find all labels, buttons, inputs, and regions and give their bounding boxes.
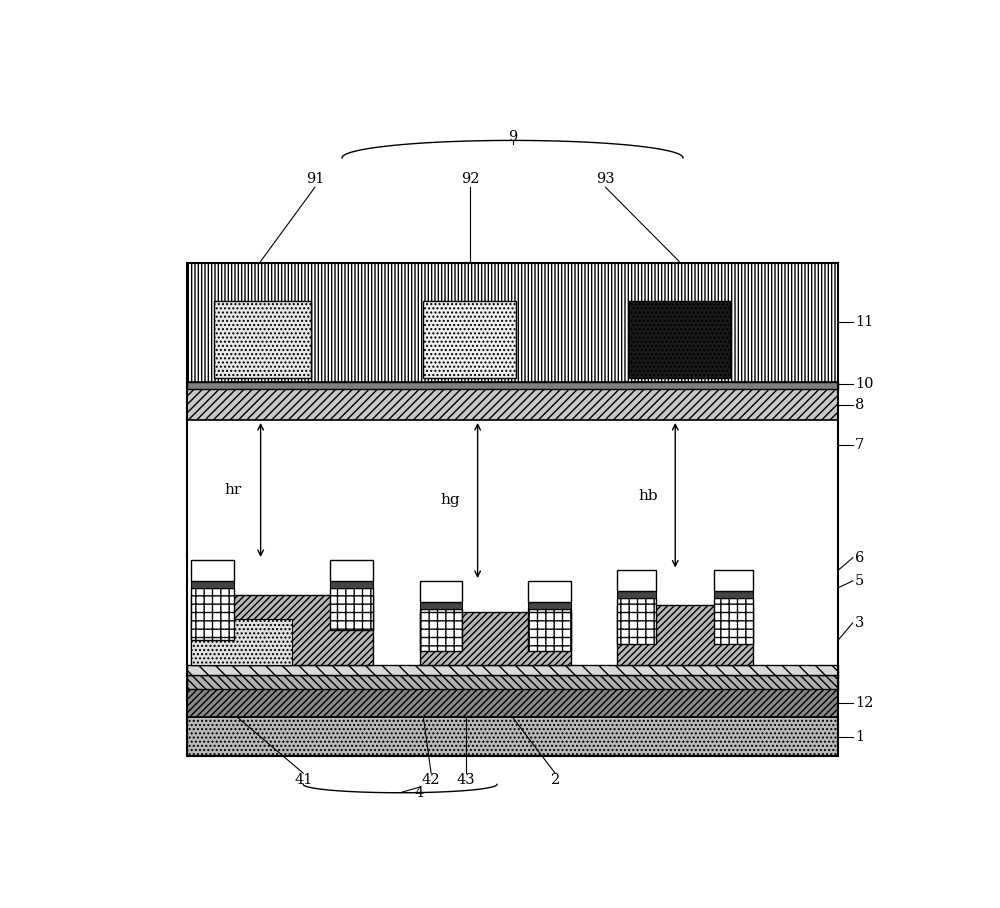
Bar <box>191 619 292 665</box>
Bar <box>330 560 373 581</box>
Bar <box>187 389 838 420</box>
Bar <box>617 606 753 665</box>
Text: 41: 41 <box>294 773 312 787</box>
Bar <box>423 301 516 378</box>
Text: hr: hr <box>225 483 242 497</box>
Bar <box>420 581 462 602</box>
Text: 7: 7 <box>855 438 864 451</box>
Bar <box>420 612 571 665</box>
Text: 92: 92 <box>461 172 479 186</box>
Text: 5: 5 <box>855 574 864 587</box>
Text: 2: 2 <box>550 773 560 787</box>
Bar <box>187 676 838 689</box>
Bar <box>714 570 753 591</box>
Bar <box>187 262 838 381</box>
Text: 43: 43 <box>457 773 475 787</box>
Bar <box>714 598 753 644</box>
Bar <box>714 591 753 598</box>
Bar <box>187 689 838 717</box>
Bar <box>617 570 656 591</box>
Text: 4: 4 <box>415 785 424 800</box>
Bar <box>617 598 656 644</box>
Bar <box>528 581 571 602</box>
Bar <box>191 595 373 665</box>
Text: 3: 3 <box>855 616 864 630</box>
Bar <box>191 587 234 640</box>
Text: 93: 93 <box>596 172 615 186</box>
Text: 12: 12 <box>855 696 873 710</box>
Text: 8: 8 <box>855 398 864 411</box>
Bar <box>191 560 234 581</box>
Bar <box>528 609 571 651</box>
Text: 42: 42 <box>422 773 440 787</box>
Bar <box>187 717 838 755</box>
Text: 6: 6 <box>855 551 864 565</box>
Bar <box>629 301 730 378</box>
Text: hg: hg <box>441 493 460 508</box>
Bar <box>420 609 462 651</box>
Bar <box>528 602 571 609</box>
Bar <box>420 602 462 609</box>
Text: 9: 9 <box>508 130 517 144</box>
Bar <box>191 581 234 587</box>
Bar <box>330 587 373 630</box>
Bar <box>330 581 373 587</box>
Text: 1: 1 <box>855 730 864 744</box>
Text: 91: 91 <box>306 172 324 186</box>
Bar <box>214 301 311 378</box>
Text: 10: 10 <box>855 377 874 390</box>
Bar <box>187 262 838 755</box>
Text: 11: 11 <box>855 315 873 330</box>
Text: hb: hb <box>638 489 658 503</box>
Bar <box>617 591 656 598</box>
Bar <box>187 665 838 676</box>
Bar <box>187 381 838 389</box>
